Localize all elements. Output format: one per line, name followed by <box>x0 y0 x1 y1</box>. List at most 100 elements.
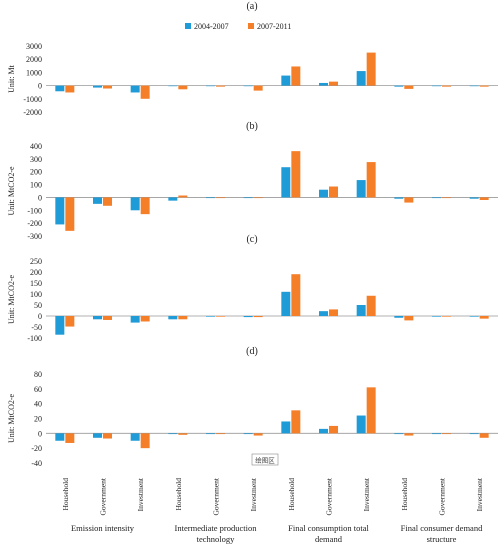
category-label: Household <box>174 478 183 511</box>
y-tick-label: -40 <box>31 459 42 468</box>
bar <box>356 415 366 434</box>
plot-area-hint-text: 绘图区 <box>255 456 275 465</box>
bar <box>291 151 301 198</box>
bar <box>366 52 376 86</box>
bar <box>103 197 112 206</box>
category-label: Household <box>61 478 70 511</box>
y-tick-label: 200 <box>30 168 42 177</box>
y-tick-label: 80 <box>34 370 42 379</box>
bar <box>65 197 75 231</box>
bar <box>206 316 215 317</box>
bar <box>281 421 291 434</box>
y-tick-label: -2000 <box>23 108 42 117</box>
y-tick-label: -100 <box>27 334 42 343</box>
bar <box>356 71 366 86</box>
bar <box>479 85 489 87</box>
unit-label: Unit: MtCO2-e <box>7 274 16 324</box>
bar <box>103 433 112 439</box>
bar <box>479 433 489 438</box>
bar <box>291 410 301 434</box>
bar <box>243 85 253 87</box>
y-tick-label: 100 <box>30 181 42 190</box>
legend-swatch-1 <box>185 23 191 29</box>
bar <box>168 316 178 320</box>
bar <box>442 85 451 87</box>
y-tick-label: 400 <box>30 142 42 151</box>
category-label: Household <box>287 478 296 511</box>
bar <box>55 433 65 441</box>
bar <box>366 295 376 316</box>
y-tick-label: 0 <box>38 193 42 202</box>
bar <box>178 316 188 320</box>
bar <box>178 195 188 198</box>
bar <box>103 316 112 320</box>
bar <box>319 428 328 434</box>
y-tick-label: -300 <box>27 232 42 241</box>
bar <box>432 85 441 87</box>
y-tick-label: 0 <box>38 82 42 91</box>
bar <box>206 85 215 87</box>
y-tick-label: 200 <box>30 268 42 277</box>
category-label: Investment <box>475 477 484 511</box>
bar <box>329 425 338 434</box>
bar <box>206 197 215 199</box>
bar <box>178 433 188 435</box>
group-label-1: Emission intensity <box>71 523 135 533</box>
panel-label-2: (b) <box>246 121 258 132</box>
bar <box>442 197 451 199</box>
bar <box>329 186 338 198</box>
bar <box>178 85 188 90</box>
bar <box>55 85 65 92</box>
bar <box>329 309 338 316</box>
bar <box>168 433 178 435</box>
bar <box>281 75 291 86</box>
bar <box>281 167 291 198</box>
bar <box>394 197 404 199</box>
bar <box>140 433 150 449</box>
y-tick-label: 250 <box>30 257 42 266</box>
bar <box>103 85 112 89</box>
bar <box>394 433 404 435</box>
bar <box>130 197 140 211</box>
bar <box>404 85 414 89</box>
bar <box>253 197 263 199</box>
panel-label-4: (d) <box>246 346 258 357</box>
y-tick-label: -20 <box>31 444 42 453</box>
bar <box>216 85 225 87</box>
bar <box>253 85 263 91</box>
bar <box>404 433 414 436</box>
y-tick-label: -200 <box>27 219 42 228</box>
y-tick-label: 20 <box>34 415 42 424</box>
panel-label-3: (c) <box>246 234 257 245</box>
bar <box>432 316 441 317</box>
bar <box>281 291 291 316</box>
y-tick-label: 3000 <box>26 42 42 51</box>
bar <box>469 85 479 87</box>
category-label: Government <box>438 477 447 515</box>
bar <box>319 82 328 86</box>
unit-label: Unit: MtCO2-e <box>7 166 16 216</box>
bar <box>479 316 489 319</box>
bar <box>356 305 366 316</box>
bar <box>442 316 451 317</box>
bar <box>319 311 328 316</box>
group-label-4: Final consumer demand structure <box>401 523 483 544</box>
bar <box>469 197 479 199</box>
bar <box>442 433 451 435</box>
bar <box>394 85 404 87</box>
panel-label-1: (a) <box>246 1 257 12</box>
y-tick-label: 0 <box>38 429 42 438</box>
bar <box>243 197 253 199</box>
y-tick-label: 50 <box>34 301 42 310</box>
bar <box>356 180 366 198</box>
bar <box>243 316 253 318</box>
y-tick-label: 1000 <box>26 68 42 77</box>
category-label: Investment <box>136 477 145 511</box>
bar <box>366 162 376 198</box>
bar <box>130 433 140 441</box>
bar <box>65 316 75 327</box>
bar <box>216 316 225 317</box>
bar <box>168 197 178 201</box>
bar <box>479 197 489 200</box>
y-tick-label: 0 <box>38 312 42 321</box>
